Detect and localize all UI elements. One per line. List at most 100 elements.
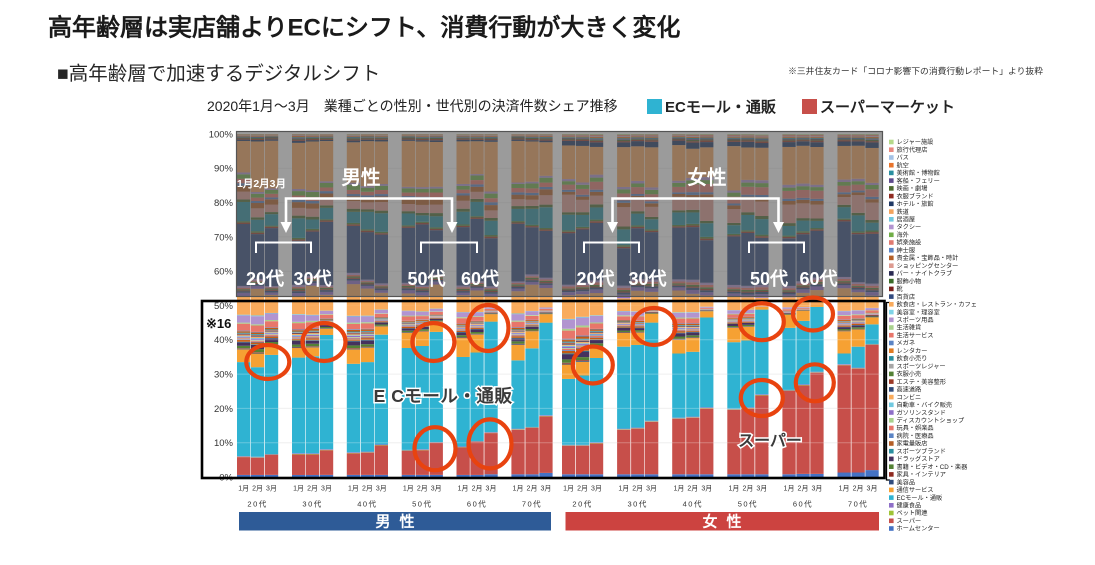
svg-text:30代: 30代	[293, 269, 331, 289]
svg-text:バス: バス	[897, 155, 909, 162]
svg-text:■高年齢層で加速するデジタルシフト: ■高年齢層で加速するデジタルシフト	[57, 63, 380, 85]
svg-text:2月: 2月	[527, 485, 538, 493]
svg-text:3月: 3月	[431, 485, 442, 493]
svg-text:※三井住友カード「コロナ影響下の消費行動レポート」より抜粋: ※三井住友カード「コロナ影響下の消費行動レポート」より抜粋	[788, 65, 1043, 76]
svg-text:スーパー: スーパー	[897, 518, 922, 525]
svg-text:2月: 2月	[632, 485, 643, 493]
svg-text:1月: 1月	[784, 485, 795, 493]
svg-text:ペット関連: ペット関連	[897, 509, 929, 517]
svg-text:服飾小物: 服飾小物	[897, 277, 922, 285]
svg-text:※16: ※16	[206, 316, 231, 331]
svg-text:ECモール・通販: ECモール・通販	[897, 494, 944, 502]
svg-text:50代: 50代	[738, 499, 758, 509]
svg-text:2020年1月～3月 業種ごとの性別・世代別の決済件数シェア: 2020年1月～3月 業種ごとの性別・世代別の決済件数シェア推移	[207, 98, 618, 114]
svg-text:スポーツレジャー: スポーツレジャー	[897, 362, 946, 370]
svg-text:30代: 30代	[628, 499, 648, 509]
svg-text:百貨店: 百貨店	[897, 293, 916, 301]
svg-text:ホームセンター: ホームセンター	[897, 525, 940, 533]
svg-text:スーパーマーケット: スーパーマーケット	[820, 99, 955, 116]
svg-text:10%: 10%	[214, 438, 234, 449]
svg-text:3月: 3月	[646, 485, 657, 493]
svg-text:50代: 50代	[750, 269, 788, 289]
svg-text:飲食店・レストラン・カフェ: 飲食店・レストラン・カフェ	[897, 301, 977, 309]
svg-text:通信サービス: 通信サービス	[897, 486, 934, 494]
svg-text:1月: 1月	[673, 485, 684, 493]
svg-text:1月: 1月	[348, 485, 359, 493]
svg-text:女性: 女性	[702, 513, 750, 531]
svg-text:客船・フェリー: 客船・フェリー	[897, 177, 940, 185]
svg-text:紳士服: 紳士服	[897, 246, 916, 254]
svg-text:2月: 2月	[577, 485, 588, 493]
svg-text:60代: 60代	[461, 269, 499, 289]
svg-text:健康食品: 健康食品	[897, 502, 922, 510]
svg-text:高年齢層は実店舗よりECにシフト、消費行動が大きく変化: 高年齢層は実店舗よりECにシフト、消費行動が大きく変化	[48, 14, 680, 42]
svg-text:20代: 20代	[572, 499, 592, 509]
svg-text:書籍・ビデオ・CD・楽器: 書籍・ビデオ・CD・楽器	[897, 463, 969, 471]
svg-text:3月: 3月	[701, 485, 712, 493]
svg-text:3月: 3月	[321, 485, 332, 493]
svg-text:メガネ: メガネ	[897, 339, 916, 347]
svg-text:30代: 30代	[302, 499, 322, 509]
svg-text:3月: 3月	[867, 485, 878, 493]
svg-text:20代: 20代	[576, 269, 614, 289]
svg-text:60%: 60%	[214, 267, 234, 278]
svg-text:海外: 海外	[897, 231, 909, 239]
svg-text:90%: 90%	[214, 164, 234, 175]
svg-text:70代: 70代	[522, 499, 542, 509]
svg-text:2月: 2月	[307, 485, 318, 493]
svg-text:2月: 2月	[362, 485, 373, 493]
svg-text:レジャー施設: レジャー施設	[897, 138, 934, 146]
svg-text:2月: 2月	[742, 485, 753, 493]
svg-text:40代: 40代	[357, 499, 377, 509]
svg-text:2月: 2月	[687, 485, 698, 493]
svg-text:2月: 2月	[252, 485, 263, 493]
svg-text:病院・医療品: 病院・医療品	[897, 432, 934, 440]
svg-text:3月: 3月	[486, 485, 497, 493]
svg-text:靴: 靴	[897, 285, 903, 293]
svg-text:鉄道: 鉄道	[897, 208, 909, 216]
svg-text:スーパー: スーパー	[738, 432, 802, 450]
svg-text:30代: 30代	[628, 269, 666, 289]
svg-text:ガソリンスタンド: ガソリンスタンド	[897, 409, 946, 417]
svg-text:ショッピングセンター: ショッピングセンター	[897, 262, 959, 270]
svg-text:娯楽施設: 娯楽施設	[897, 239, 922, 247]
svg-text:1月: 1月	[839, 485, 850, 493]
svg-text:自動車・バイク販売: 自動車・バイク販売	[897, 401, 953, 409]
svg-text:男性: 男性	[341, 166, 380, 189]
svg-text:衣服ブランド: 衣服ブランド	[897, 192, 934, 200]
svg-text:3月: 3月	[540, 485, 551, 493]
svg-text:1月: 1月	[238, 485, 249, 493]
svg-text:美容室・理容室: 美容室・理容室	[897, 308, 940, 316]
svg-text:バー・ナイトクラブ: バー・ナイトクラブ	[897, 270, 953, 278]
svg-text:エステ・美容整形: エステ・美容整形	[897, 378, 947, 386]
svg-text:家電量販店: 家電量販店	[897, 440, 928, 448]
svg-text:美容品: 美容品	[897, 478, 916, 486]
svg-text:居酒屋: 居酒屋	[897, 216, 916, 224]
svg-text:レンタカー: レンタカー	[897, 347, 928, 355]
svg-text:コンビニ: コンビニ	[897, 393, 922, 401]
svg-text:旅行代理店: 旅行代理店	[897, 146, 928, 154]
svg-text:1月: 1月	[513, 485, 524, 493]
svg-text:70代: 70代	[848, 499, 868, 509]
svg-text:1月2月3月: 1月2月3月	[237, 178, 286, 190]
svg-text:ECモール・通販: ECモール・通販	[665, 98, 777, 116]
svg-text:50%: 50%	[214, 301, 234, 312]
svg-text:タクシー: タクシー	[897, 223, 922, 231]
svg-text:1月: 1月	[728, 485, 739, 493]
svg-text:3月: 3月	[376, 485, 387, 493]
svg-text:生活雑貨: 生活雑貨	[897, 324, 922, 332]
svg-text:2月: 2月	[798, 485, 809, 493]
svg-text:高速道路: 高速道路	[897, 386, 923, 394]
svg-text:ディスカウントショップ: ディスカウントショップ	[897, 417, 965, 425]
svg-text:1月: 1月	[293, 485, 304, 493]
svg-text:飲食小売り: 飲食小売り	[897, 355, 928, 363]
svg-text:1月: 1月	[458, 485, 469, 493]
svg-text:2月: 2月	[417, 485, 428, 493]
svg-text:男性: 男性	[375, 513, 423, 531]
svg-text:3月: 3月	[756, 485, 767, 493]
svg-text:映画・劇場: 映画・劇場	[897, 185, 928, 193]
svg-text:20代: 20代	[247, 499, 267, 509]
svg-text:ホテル・旅館: ホテル・旅館	[897, 200, 934, 208]
svg-text:80%: 80%	[214, 198, 234, 209]
svg-text:衣服小売: 衣服小売	[897, 370, 922, 378]
